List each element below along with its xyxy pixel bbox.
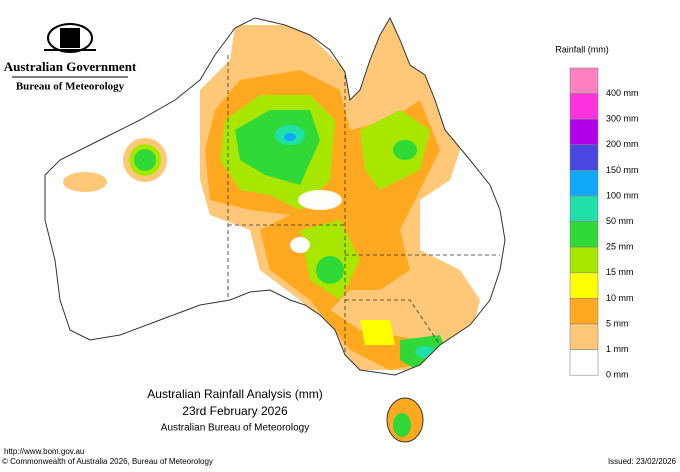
map-title: Australian Rainfall Analysis (mm) — [147, 387, 322, 401]
legend-label: 100 mm — [606, 190, 639, 200]
map-source: Australian Bureau of Meteorology — [161, 423, 309, 434]
legend-swatch — [569, 272, 599, 299]
map-date: 23rd February 2026 — [182, 404, 288, 418]
legend-swatch — [569, 221, 599, 248]
legend-swatch — [569, 298, 599, 325]
state-borders — [227, 55, 500, 355]
legend-label: 150 mm — [606, 165, 639, 175]
legend-label: 25 mm — [606, 242, 634, 252]
legend-swatch — [569, 144, 599, 171]
legend-label: 1 mm — [606, 344, 629, 354]
legend-label: 50 mm — [606, 216, 634, 226]
legend-swatch — [569, 118, 599, 146]
legend-swatch — [569, 349, 599, 376]
tasmania-rainfall — [393, 413, 411, 437]
legend-swatch — [569, 170, 599, 197]
agency-name: Bureau of Meteorology — [16, 81, 125, 93]
coat-of-arms — [44, 23, 96, 53]
legend-swatch — [569, 323, 599, 350]
legend-label: 15 mm — [606, 267, 634, 277]
legend-label: 0 mm — [606, 370, 629, 380]
government-name: Australian Government — [4, 59, 137, 74]
coastline — [44, 16, 506, 376]
footer-url: http://www.bom.gov.au — [4, 447, 84, 456]
legend-label: 10 mm — [606, 293, 634, 303]
footer-issued: Issued: 23/02/2026 — [608, 457, 677, 466]
legend-label: 5 mm — [606, 318, 629, 328]
legend-title: Rainfall (mm) — [555, 44, 609, 54]
legend-swatch — [569, 246, 599, 274]
legend-swatch — [569, 93, 599, 120]
legend-label: 300 mm — [606, 114, 639, 124]
legend-swatch — [569, 195, 599, 222]
rainfall-areas — [45, 18, 505, 375]
legend-label: 200 mm — [606, 139, 639, 149]
footer-copyright: © Commonwealth of Australia 2026, Bureau… — [2, 457, 213, 466]
legend: 400 mm 300 mm 200 mm 150 mm 100 mm 50 mm 25 mm… — [569, 67, 639, 380]
legend-swatch — [569, 67, 599, 94]
legend-label: 400 mm — [606, 88, 639, 98]
